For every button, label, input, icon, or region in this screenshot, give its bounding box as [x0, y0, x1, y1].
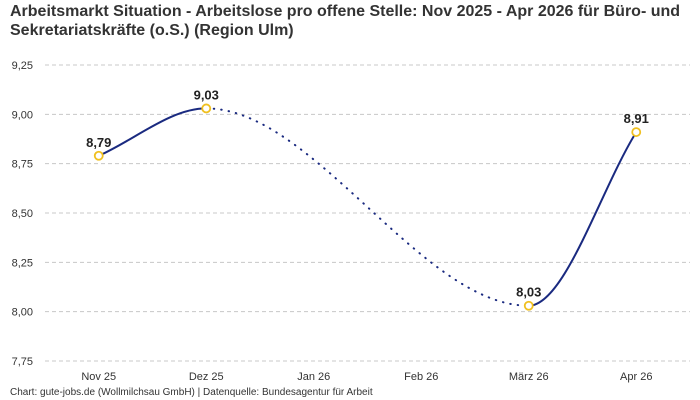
line-segment: [97, 107, 208, 157]
data-point: [201, 103, 212, 114]
y-tick-label: 8,00: [12, 307, 33, 319]
x-tick-label: Nov 25: [81, 371, 116, 383]
y-tick-label: 8,50: [12, 208, 33, 220]
y-tick-label: 9,00: [12, 109, 33, 121]
data-label: 9,03: [194, 87, 219, 102]
data-point: [523, 300, 534, 311]
data-label: 8,79: [86, 135, 111, 150]
x-tick-label: Dez 25: [189, 371, 224, 383]
line-segment: [527, 131, 638, 307]
chart-title: Arbeitsmarkt Situation - Arbeitslose pro…: [10, 3, 681, 39]
y-tick-label: 8,75: [12, 159, 33, 171]
x-tick-label: Apr 26: [620, 371, 652, 383]
data-label: 8,91: [624, 111, 649, 126]
data-label: 8,03: [516, 285, 541, 300]
data-point: [631, 127, 642, 137]
x-tick-label: März 26: [509, 371, 549, 383]
y-tick-label: 7,75: [12, 356, 33, 368]
y-tick-label: 8,25: [12, 257, 33, 269]
data-point: [93, 150, 104, 161]
line-segment-interpolated: [205, 107, 530, 307]
chart-footer: Chart: gute-jobs.de (Wollmilchsau GmbH) …: [10, 387, 373, 398]
x-tick-label: Jan 26: [297, 371, 330, 383]
x-tick-label: Feb 26: [404, 371, 438, 383]
y-tick-label: 9,25: [12, 60, 33, 72]
